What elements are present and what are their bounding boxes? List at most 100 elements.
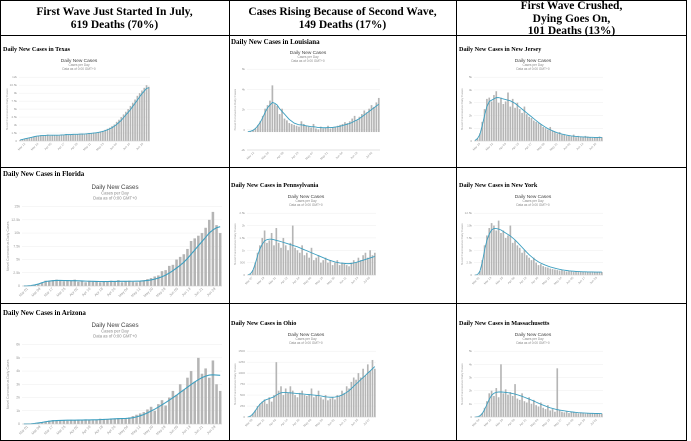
x-tick-label: Jun 14	[575, 142, 584, 151]
daily-cases-bar	[109, 280, 113, 286]
y-tick-label: 3k	[16, 382, 20, 386]
daily-cases-bar	[142, 280, 146, 286]
column-heading-3-line3: 101 Deaths (13%)	[527, 25, 616, 37]
x-tick-label: Mar 24	[30, 142, 40, 152]
daily-cases-bar	[329, 398, 332, 417]
moving-average-line	[23, 374, 221, 425]
y-tick-label: 3k	[469, 376, 473, 380]
moving-average-line	[474, 97, 602, 141]
daily-cases-bar	[528, 116, 530, 141]
x-tick-label: Mar 19	[256, 276, 266, 286]
x-tick-label: Jun 29	[589, 276, 598, 285]
daily-cases-bar	[495, 91, 498, 141]
daily-cases-bar	[561, 411, 563, 417]
daily-cases-bar	[102, 419, 106, 424]
daily-cases-bar	[102, 281, 106, 286]
daily-cases-bar	[288, 123, 291, 133]
daily-cases-bar	[315, 257, 318, 275]
x-tick-label: Mar 07	[244, 276, 254, 286]
daily-cases-bar	[523, 106, 526, 141]
daily-cases-bar	[500, 232, 502, 275]
daily-cases-bar	[346, 123, 349, 133]
daily-cases-bar	[530, 403, 533, 417]
y-tick-label: 4k	[16, 369, 20, 373]
daily-cases-bar	[275, 362, 278, 417]
daily-cases-bar	[259, 403, 261, 417]
daily-cases-bar	[365, 112, 368, 133]
daily-cases-bar	[259, 245, 261, 275]
daily-cases-bar	[113, 418, 116, 424]
x-tick-label: Apr 15	[511, 142, 520, 151]
y-tick-label: 0	[18, 422, 20, 426]
daily-cases-bar	[115, 121, 118, 141]
daily-cases-bar	[193, 381, 196, 424]
daily-cases-bar	[366, 257, 369, 275]
daily-cases-bar	[160, 400, 164, 424]
daily-cases-bar	[511, 242, 514, 275]
daily-cases-bar	[507, 235, 509, 275]
cell-title-massachusetts: Daily New Cases in Massachusetts	[459, 320, 550, 327]
daily-cases-bar	[186, 377, 189, 424]
x-tick-label: Apr 27	[524, 142, 533, 151]
moving-average-line	[23, 226, 221, 287]
x-tick-label: Apr 05	[43, 142, 52, 151]
chart-title: Daily New Cases	[91, 184, 138, 191]
daily-cases-bar	[544, 409, 547, 417]
cell-title-ohio: Daily New Cases in Ohio	[231, 320, 297, 327]
daily-cases-bar	[334, 399, 336, 417]
daily-cases-bar	[364, 252, 367, 275]
daily-cases-bar	[598, 413, 601, 417]
daily-cases-bar	[168, 265, 171, 286]
daily-cases-bar	[44, 135, 47, 141]
daily-cases-bar	[208, 219, 211, 286]
daily-cases-bar	[479, 133, 481, 141]
daily-cases-bar	[287, 392, 289, 417]
daily-cases-bar	[146, 279, 149, 286]
x-tick-label: Jul 02	[365, 151, 374, 160]
daily-cases-bar	[122, 114, 125, 141]
daily-cases-bar	[329, 128, 332, 133]
y-tick-label: 1k	[469, 126, 473, 130]
column-heading-1-line2: 619 Deaths (70%)	[70, 18, 159, 31]
daily-cases-bar	[95, 281, 98, 286]
daily-cases-bar	[488, 393, 491, 417]
daily-cases-bar	[77, 420, 80, 424]
daily-cases-bar	[558, 270, 561, 275]
daily-cases-bar	[355, 379, 357, 417]
daily-cases-bar	[77, 281, 80, 286]
chart-title: Daily New Cases	[288, 194, 325, 200]
y-axis-label: Novel Coronavirus Daily Cases	[233, 223, 237, 265]
y-tick-label: 1500	[238, 349, 245, 353]
daily-cases-bar	[286, 120, 288, 133]
y-axis-label: Novel Coronavirus Daily Cases	[6, 359, 10, 409]
chart-title: Daily New Cases	[515, 332, 552, 338]
daily-cases-bar	[504, 101, 507, 141]
daily-cases-bar	[572, 272, 575, 275]
daily-cases-bar	[336, 125, 339, 133]
daily-cases-bar	[301, 390, 303, 417]
y-tick-label: 9k	[14, 91, 18, 95]
y-tick-label: 1k	[16, 409, 20, 413]
daily-cases-bar	[561, 270, 563, 275]
daily-cases-bar	[591, 272, 594, 275]
x-tick-label: Jun 17	[577, 276, 586, 285]
daily-cases-bar	[200, 373, 204, 424]
daily-cases-bar	[73, 420, 76, 424]
x-tick-label: Apr 14	[280, 418, 289, 427]
daily-cases-bar	[46, 134, 49, 141]
daily-cases-bar	[53, 135, 56, 141]
daily-cases-bar	[95, 419, 98, 424]
daily-cases-bar	[521, 252, 523, 275]
daily-cases-bar	[338, 395, 341, 417]
x-tick-label: Jun 13	[181, 287, 191, 297]
chart-subtitle: Cases per Day	[522, 199, 543, 203]
y-tick-label: -2k	[241, 148, 246, 152]
daily-cases-bar	[271, 85, 274, 133]
x-tick-label: May 04	[118, 287, 129, 298]
x-tick-label: Mar 31	[268, 276, 278, 286]
daily-cases-bar	[308, 394, 310, 417]
daily-cases-bar	[334, 262, 336, 275]
daily-cases-bar	[315, 395, 318, 417]
daily-cases-bar	[315, 128, 317, 133]
